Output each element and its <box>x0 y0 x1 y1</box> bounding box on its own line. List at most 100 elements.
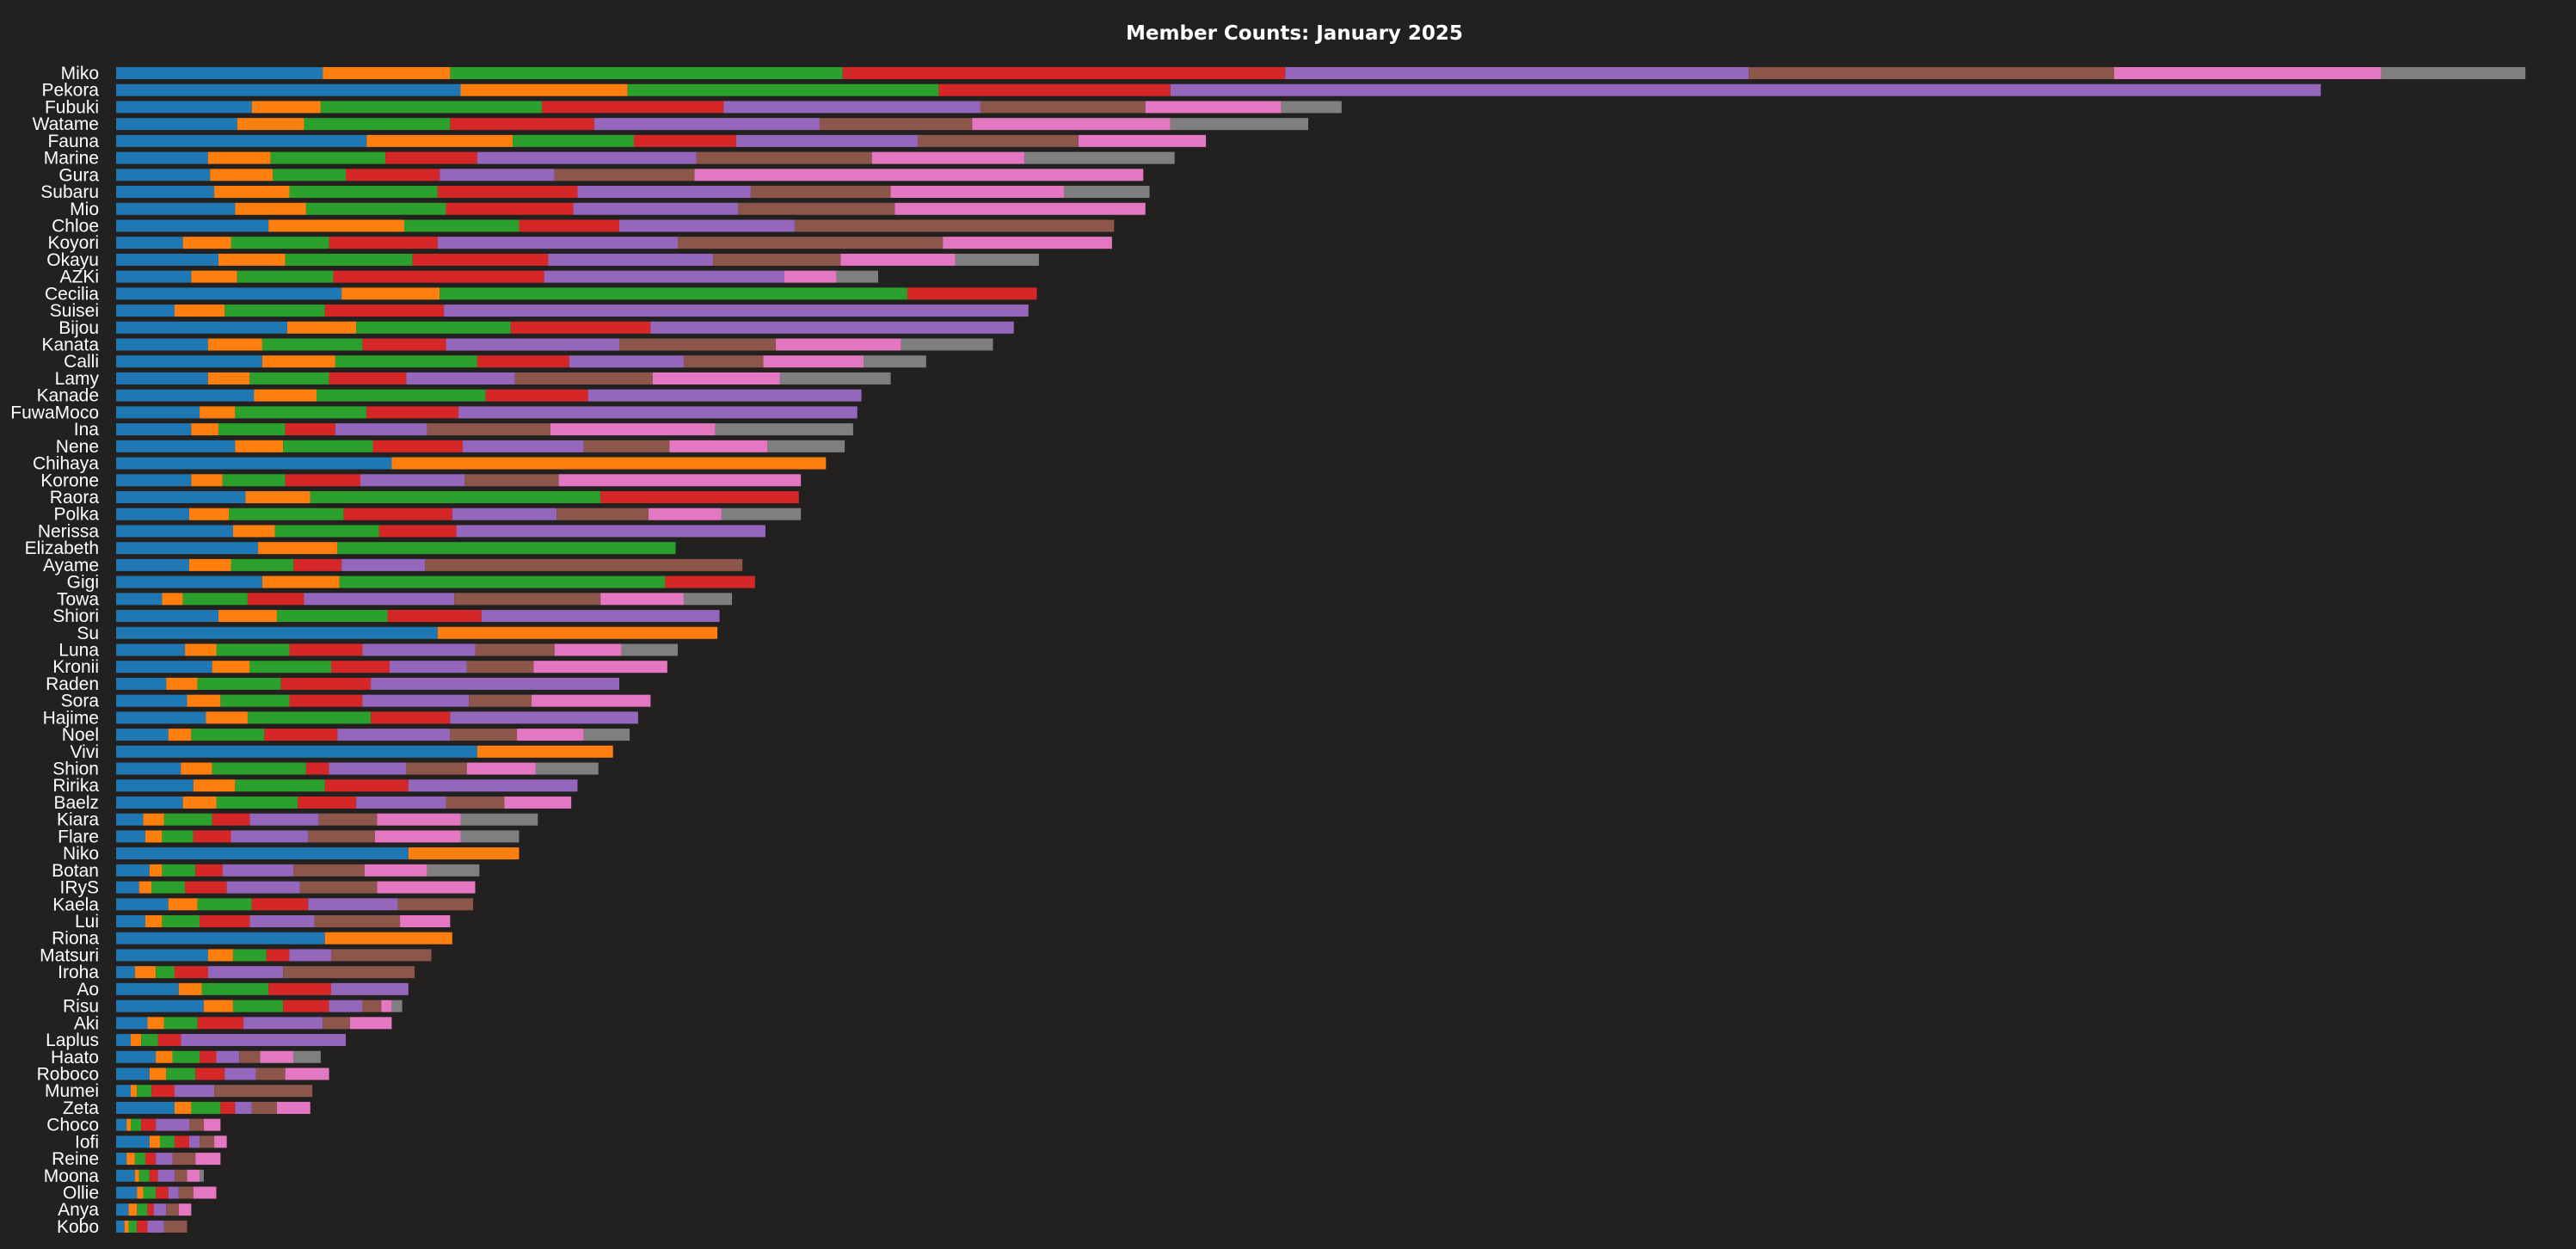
category-label: Kobo <box>57 1217 99 1237</box>
bar-segment <box>116 966 135 979</box>
bar-segment <box>243 1017 323 1030</box>
bar-segment <box>548 253 714 266</box>
bar-segment <box>214 186 290 199</box>
bar-segment <box>331 661 390 674</box>
bar-segment <box>182 237 231 249</box>
bar-segment <box>116 847 409 860</box>
chart-title: Member Counts: January 2025 <box>1126 22 1463 45</box>
bar-segment <box>305 762 329 775</box>
category-label: Raden <box>46 674 99 694</box>
bar-segment <box>116 134 367 147</box>
bar-segment <box>144 1153 157 1166</box>
category-label: FuwaMoco <box>10 403 99 422</box>
bar-segment <box>466 762 536 775</box>
category-labels: MikoPekoraFubukiWatameFaunaMarineGuraSub… <box>10 64 99 1237</box>
category-label: Kronii <box>52 657 99 677</box>
bar-segment <box>116 440 236 452</box>
bar-segment <box>389 661 467 674</box>
bar-segment <box>144 915 163 927</box>
bar-segment <box>437 237 678 249</box>
category-label: Matsuri <box>40 945 99 965</box>
bar-segment <box>214 1085 313 1098</box>
bar-segment <box>715 423 853 436</box>
bar-segment <box>235 440 284 452</box>
bar-segment <box>203 1000 233 1012</box>
bar-segment <box>162 593 183 606</box>
bar-segment <box>207 949 233 962</box>
bar-segment <box>216 796 298 809</box>
bar-segment <box>600 491 799 503</box>
bar-segment <box>329 762 407 775</box>
category-label: Elizabeth <box>25 538 99 558</box>
bar-segment <box>276 1101 310 1114</box>
bar-segment <box>542 101 724 114</box>
bar-segment <box>890 186 1065 199</box>
bar-segment <box>235 202 306 215</box>
bar-segment <box>427 423 550 436</box>
bar-segment <box>174 966 208 979</box>
bar-segment <box>116 457 392 470</box>
bar-segment <box>544 270 784 283</box>
bar-segment <box>446 796 505 809</box>
category-label: Lamy <box>55 369 100 389</box>
bar-segment <box>276 610 388 623</box>
bar-segment <box>149 1169 158 1182</box>
bar-segment <box>554 169 695 182</box>
category-label: Nerissa <box>38 521 100 541</box>
bar-segment <box>400 915 451 927</box>
bar-segment <box>980 101 1146 114</box>
bar-segment <box>684 355 764 368</box>
bar-segment <box>266 949 290 962</box>
bar-segment <box>130 1118 142 1131</box>
category-label: Baelz <box>53 793 99 813</box>
bar-segment <box>308 898 398 911</box>
bar-segment <box>1285 67 1749 79</box>
bar-segment <box>735 134 919 147</box>
bar-segment <box>550 423 716 436</box>
bar-segment <box>124 1220 129 1233</box>
category-label: Pekora <box>41 81 99 101</box>
bar-segment <box>446 202 574 215</box>
bar-segment <box>116 372 208 385</box>
bar-segment <box>863 355 926 368</box>
bar-segment <box>440 287 907 300</box>
bar-segment <box>532 694 651 707</box>
bar-segment <box>408 779 578 792</box>
bar-segment <box>289 643 363 656</box>
category-label: Raora <box>50 488 100 508</box>
category-label: Anya <box>58 1200 99 1220</box>
bar-segment <box>763 355 864 368</box>
bar-segment <box>157 1034 181 1047</box>
bar-segment <box>298 796 357 809</box>
bar-segment <box>168 1186 179 1199</box>
bar-segment <box>260 1050 294 1063</box>
bar-segment <box>116 423 192 436</box>
bar-segment <box>195 864 223 877</box>
bar-segment <box>329 372 407 385</box>
bar-segment <box>116 389 255 402</box>
bar-segment <box>349 1017 392 1030</box>
bar-segment <box>116 558 189 571</box>
category-label: Sora <box>61 692 100 711</box>
bar-segment <box>403 219 520 232</box>
category-label: Ina <box>74 420 100 440</box>
category-label: Suisei <box>50 301 99 321</box>
bar-segment <box>836 270 878 283</box>
bar-segment <box>188 508 230 520</box>
bar-segment <box>261 575 340 588</box>
bar-segment <box>116 677 167 690</box>
bar-segment <box>214 1135 227 1148</box>
bar-segment <box>168 898 198 911</box>
bar-segment <box>305 202 446 215</box>
bar-segment <box>193 779 236 792</box>
bar-segment <box>938 83 1171 96</box>
bar-segment <box>195 1153 221 1166</box>
bar-segment <box>1064 186 1150 199</box>
bar-segment <box>163 1017 198 1030</box>
bar-segment <box>593 118 821 131</box>
bar-segment <box>723 101 981 114</box>
bar-segment <box>510 321 651 334</box>
bar-segment <box>475 643 555 656</box>
bar-segment <box>972 118 1171 131</box>
category-label: Haato <box>51 1048 99 1067</box>
